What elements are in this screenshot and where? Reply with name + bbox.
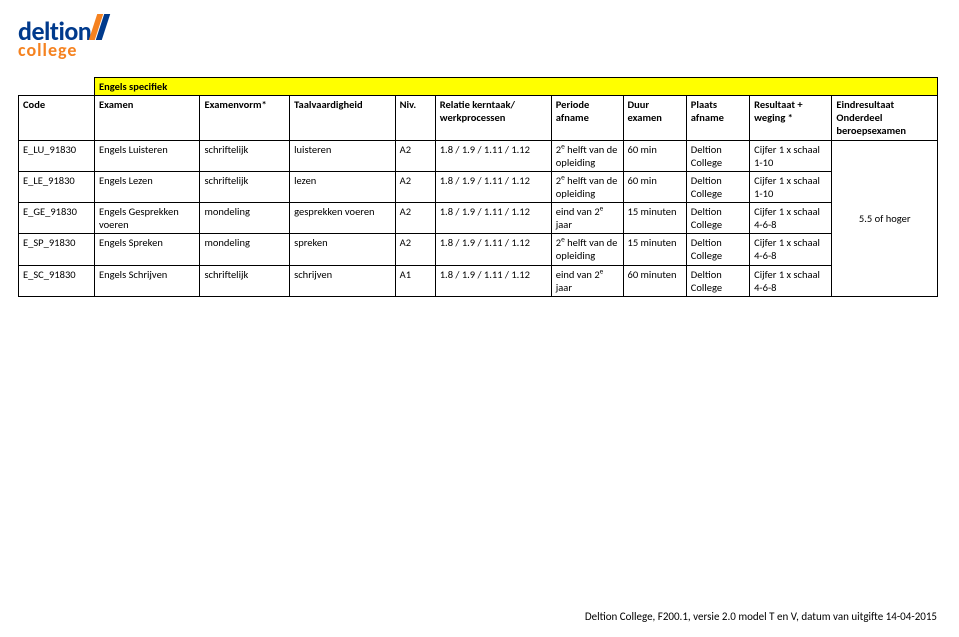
cell-plaats: Deltion College	[686, 171, 749, 202]
cell-plaats: Deltion College	[686, 140, 749, 171]
cell-relatie: 1.8 / 1.9 / 1.11 / 1.12	[435, 140, 551, 171]
cell-eindresultaat: 5.5 of hoger	[832, 140, 938, 296]
th-code: Code	[19, 96, 95, 140]
section-row: Engels specifiek	[19, 78, 938, 96]
cell-resultaat: Cijfer 1 x schaal 1-10	[750, 140, 832, 171]
th-examen: Examen	[94, 96, 200, 140]
logo: deltion college	[18, 14, 941, 59]
th-resultaat: Resultaat + weging *	[750, 96, 832, 140]
cell-niv: A2	[395, 140, 435, 171]
header-row: Code Examen Examenvorm* Taalvaardigheid …	[19, 96, 938, 140]
cell-relatie: 1.8 / 1.9 / 1.11 / 1.12	[435, 203, 551, 234]
cell-plaats: Deltion College	[686, 265, 749, 296]
table-row: E_GE_91830 Engels Gesprekken voeren mond…	[19, 203, 938, 234]
th-relatie: Relatie kerntaak/ werkprocessen	[435, 96, 551, 140]
th-vorm: Examenvorm*	[200, 96, 290, 140]
cell-duur: 15 minuten	[623, 234, 686, 265]
cell-examen: Engels Luisteren	[94, 140, 200, 171]
footer-text: Deltion College, F200.1, versie 2.0 mode…	[585, 610, 937, 623]
logo-line2: college	[18, 41, 113, 59]
cell-examen: Engels Lezen	[94, 171, 200, 202]
table-row: E_LU_91830 Engels Luisteren schriftelijk…	[19, 140, 938, 171]
cell-duur: 15 minuten	[623, 203, 686, 234]
table-row: E_LE_91830 Engels Lezen schriftelijk lez…	[19, 171, 938, 202]
cell-duur: 60 min	[623, 171, 686, 202]
cell-vorm: schriftelijk	[200, 265, 290, 296]
cell-taal: spreken	[290, 234, 396, 265]
cell-periode: 2e helft van de opleiding	[551, 140, 623, 171]
cell-relatie: 1.8 / 1.9 / 1.11 / 1.12	[435, 265, 551, 296]
cell-periode: eind van 2e jaar	[551, 265, 623, 296]
cell-periode: eind van 2e jaar	[551, 203, 623, 234]
cell-resultaat: Cijfer 1 x schaal 1-10	[750, 171, 832, 202]
cell-code: E_SC_91830	[19, 265, 95, 296]
cell-periode: 2e helft van de opleiding	[551, 234, 623, 265]
th-duur: Duur examen	[623, 96, 686, 140]
cell-code: E_GE_91830	[19, 203, 95, 234]
cell-plaats: Deltion College	[686, 203, 749, 234]
logo-slash-icon	[93, 14, 113, 40]
cell-taal: schrijven	[290, 265, 396, 296]
cell-code: E_SP_91830	[19, 234, 95, 265]
cell-vorm: mondeling	[200, 203, 290, 234]
cell-niv: A1	[395, 265, 435, 296]
cell-periode: 2e helft van de opleiding	[551, 171, 623, 202]
cell-niv: A2	[395, 203, 435, 234]
cell-examen: Engels Gesprekken voeren	[94, 203, 200, 234]
th-niv: Niv.	[395, 96, 435, 140]
th-periode: Periode afname	[551, 96, 623, 140]
cell-resultaat: Cijfer 1 x schaal 4-6-8	[750, 203, 832, 234]
cell-taal: luisteren	[290, 140, 396, 171]
cell-code: E_LU_91830	[19, 140, 95, 171]
th-eind: Eindresultaat Onderdeel beroepsexamen	[832, 96, 938, 140]
cell-vorm: mondeling	[200, 234, 290, 265]
cell-relatie: 1.8 / 1.9 / 1.11 / 1.12	[435, 234, 551, 265]
cell-code: E_LE_91830	[19, 171, 95, 202]
cell-duur: 60 min	[623, 140, 686, 171]
cell-vorm: schriftelijk	[200, 171, 290, 202]
cell-relatie: 1.8 / 1.9 / 1.11 / 1.12	[435, 171, 551, 202]
cell-taal: lezen	[290, 171, 396, 202]
cell-niv: A2	[395, 234, 435, 265]
cell-plaats: Deltion College	[686, 234, 749, 265]
cell-resultaat: Cijfer 1 x schaal 4-6-8	[750, 234, 832, 265]
section-label: Engels specifiek	[94, 78, 937, 96]
th-plaats: Plaats afname	[686, 96, 749, 140]
cell-examen: Engels Spreken	[94, 234, 200, 265]
cell-taal: gesprekken voeren	[290, 203, 396, 234]
table-row: E_SC_91830 Engels Schrijven schriftelijk…	[19, 265, 938, 296]
cell-duur: 60 minuten	[623, 265, 686, 296]
cell-vorm: schriftelijk	[200, 140, 290, 171]
table-row: E_SP_91830 Engels Spreken mondeling spre…	[19, 234, 938, 265]
th-taal: Taalvaardigheid	[290, 96, 396, 140]
cell-niv: A2	[395, 171, 435, 202]
cell-examen: Engels Schrijven	[94, 265, 200, 296]
exam-table: Engels specifiek Code Examen Examenvorm*…	[18, 77, 938, 297]
cell-resultaat: Cijfer 1 x schaal 4-6-8	[750, 265, 832, 296]
